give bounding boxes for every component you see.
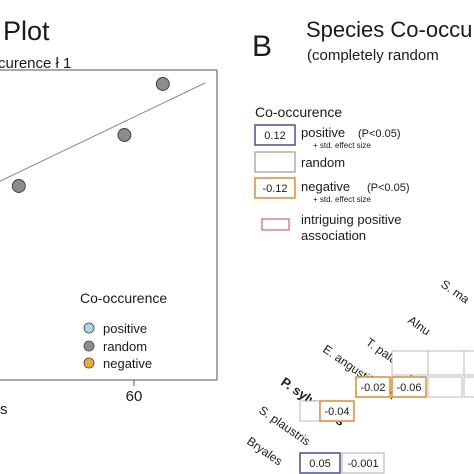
- panel-b-letter: B: [252, 30, 272, 63]
- panel-b-legend: Co-occurence 0.12 positive (P<0.05) + st…: [254, 104, 410, 243]
- matrix-value: -0.06: [396, 382, 421, 394]
- legend-swatch-intriguing: [261, 218, 290, 231]
- trend-line: [0, 82, 206, 182]
- legend-dot-positive: [83, 322, 95, 334]
- panel-a-legend: Co-occurence positive random negative: [80, 290, 167, 371]
- legend-negative-p: (P<0.05): [367, 182, 410, 194]
- legend-a-title: Co-occurence: [80, 290, 167, 306]
- species-label-bryales: Bryales: [244, 434, 285, 468]
- data-point-3: [155, 77, 170, 91]
- legend-negative-value: -0.12: [262, 183, 287, 195]
- matrix-cell-negative: [391, 376, 427, 398]
- matrix-cell-positive: [299, 452, 341, 474]
- legend-label-positive: positive: [103, 321, 147, 336]
- panel-b: B Species Co-occu (completely random Co-…: [244, 17, 474, 474]
- legend-negative-note: + std. effect size: [313, 195, 371, 204]
- data-point-2: [117, 128, 132, 142]
- matrix-cell: [427, 376, 463, 398]
- legend-positive-value: 0.12: [264, 130, 285, 142]
- data-points: [11, 77, 170, 193]
- panel-a-subtitle: curence ł 1: [0, 55, 71, 72]
- matrix-value: -0.02: [360, 382, 385, 394]
- legend-label-random: random: [103, 339, 147, 354]
- data-point-1: [11, 179, 26, 193]
- matrix-value: -0.001: [347, 458, 378, 470]
- legend-intriguing-line2: association: [301, 228, 366, 243]
- panel-b-title: Species Co-occu: [306, 17, 472, 42]
- legend-positive-label: positive: [301, 125, 345, 140]
- matrix-value: 0.05: [309, 458, 330, 470]
- x-tick-label: 60: [126, 388, 143, 405]
- matrix-cell-negative: [355, 376, 391, 398]
- legend-intriguing-line1: intriguing positive: [301, 212, 401, 227]
- legend-positive-note: + std. effect size: [313, 141, 371, 150]
- matrix-cell: [463, 376, 474, 398]
- matrix-value: -0.04: [324, 406, 349, 418]
- legend-label-negative: negative: [103, 356, 152, 371]
- panel-a-title: Plot: [3, 16, 50, 46]
- legend-negative-label: negative: [301, 179, 350, 194]
- legend-swatch-negative: [254, 177, 296, 199]
- matrix-cell: [463, 350, 474, 376]
- species-label-s-ma: S. ma: [438, 277, 472, 307]
- legend-swatch-positive: [254, 124, 296, 146]
- matrix: -0.02 -0.06 -0.04 0.05 -0.001: [299, 350, 474, 474]
- x-axis-label: s: [0, 401, 8, 418]
- species-label-alnus: Alnu: [405, 313, 433, 338]
- legend-swatch-random: [254, 151, 296, 173]
- panel-a: Plot curence ł 1 60 s Co-occurence posit…: [0, 16, 218, 418]
- legend-dot-negative: [83, 357, 95, 369]
- matrix-cell: [299, 400, 321, 422]
- legend-dot-random: [83, 340, 95, 352]
- legend-b-title: Co-occurence: [255, 104, 342, 120]
- matrix-cell-negative: [319, 400, 355, 422]
- matrix-cell: [341, 452, 385, 474]
- matrix-cell: [391, 350, 429, 376]
- panel-b-subtitle: (completely random: [307, 47, 439, 64]
- legend-random-label: random: [301, 155, 345, 170]
- legend-positive-p: (P<0.05): [358, 128, 401, 140]
- matrix-cell: [427, 350, 465, 376]
